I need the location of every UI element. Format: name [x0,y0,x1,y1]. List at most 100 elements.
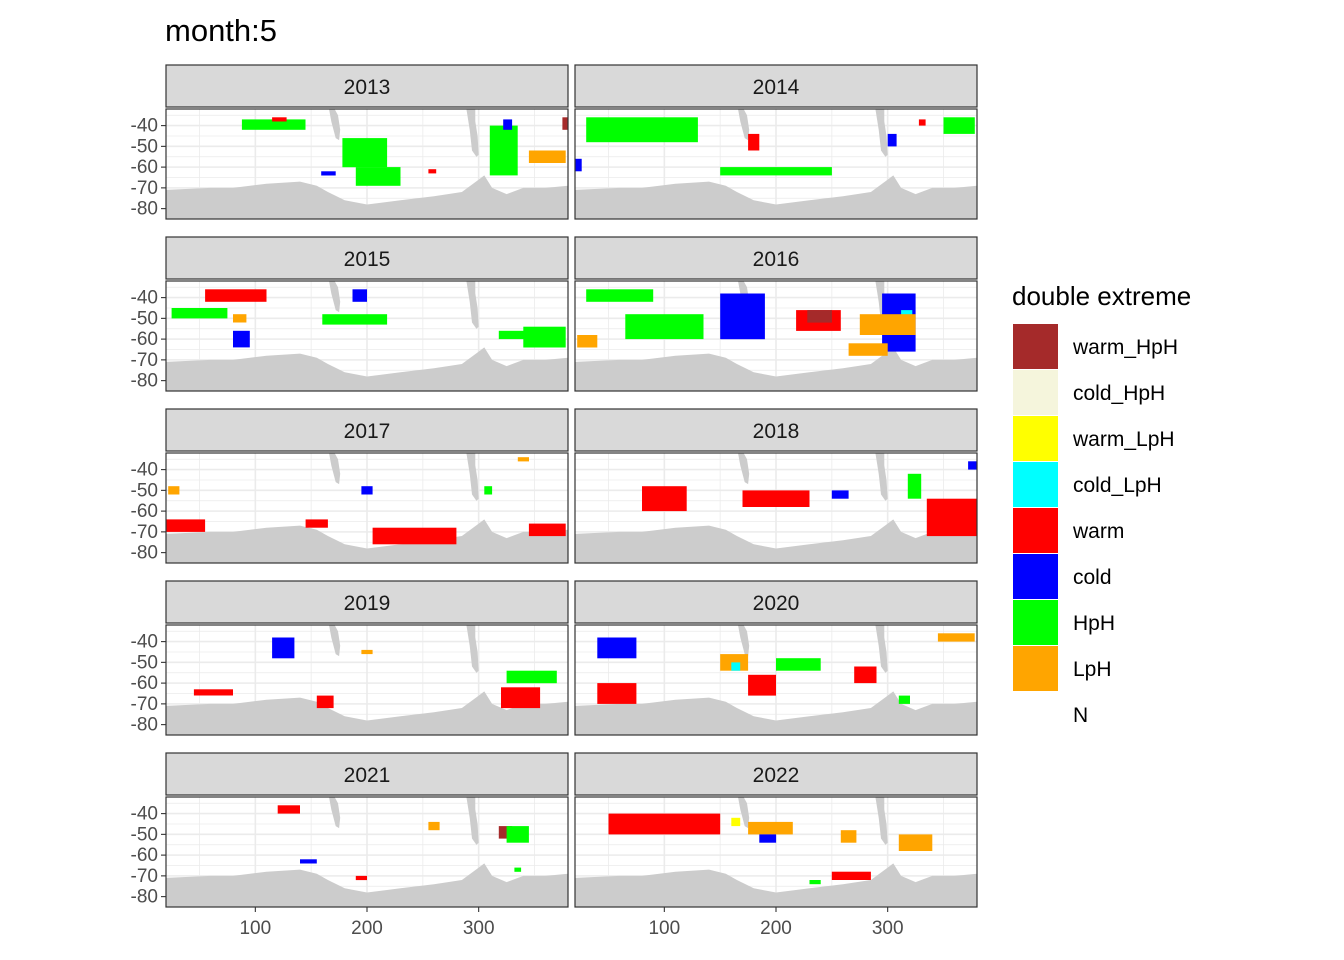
land-south-america [466,797,479,845]
cell-hph [586,289,654,302]
facet-strip [165,64,569,108]
land-antarctica [575,347,977,391]
legend-label: N [1073,704,1088,727]
y-tick-label: -60 [131,501,158,522]
cell-cold [352,289,367,302]
facet-strip-label: 2021 [344,764,391,787]
facet-panel-2013: 2013 -40-50-60-70-80 [131,64,569,220]
y-tick-label: -50 [131,136,158,157]
land-new-zealand [329,109,341,141]
land-antarctica [166,519,568,563]
y-tick-label: -40 [131,288,158,309]
facet-panel-2014: 2014 [574,64,978,220]
land-south-america [466,109,479,157]
panel-border [574,452,978,564]
facet-strip-label: 2015 [344,248,391,271]
land-new-zealand [738,453,750,485]
legend-swatch [1013,600,1058,645]
land-new-zealand [329,453,341,485]
facet-strip-label: 2016 [753,248,800,271]
extreme-cells [241,117,568,186]
facet-panel-2021: 2021 -40-50-60-70-80 [131,752,569,908]
cell-hph [586,117,698,143]
cell-hph [943,117,975,134]
cell-hph [514,867,522,872]
cell-lph [840,830,857,843]
y-tick-label: -70 [131,178,158,199]
panel-border [574,624,978,736]
legend-label: cold [1073,566,1112,589]
legend-item-warm-lph: warm_LpH [1013,416,1175,461]
facet-strip [165,236,569,280]
cell-hph [720,167,832,176]
land-south-america [466,625,479,673]
cell-hph [898,695,910,704]
cell-warm [742,490,810,507]
facet-strip-label: 2017 [344,420,391,443]
facet-strip-label: 2019 [344,592,391,615]
x-tick-label: 200 [760,918,792,939]
extreme-cells [597,633,975,704]
facet-panel-2020: 2020 [574,580,978,736]
land-antarctica [166,863,568,907]
cell-hph [809,880,821,885]
cell-lph [848,343,888,356]
legend-swatch [1013,646,1058,691]
y-axis: -40-50-60-70-80 [131,632,166,736]
land-south-america [875,453,888,501]
cell-cold [887,133,897,147]
land-antarctica [575,691,977,735]
facet-strip-label: 2013 [344,76,391,99]
cell-hph [355,167,401,186]
y-tick-label: -40 [131,116,158,137]
land-south-america [875,625,888,673]
cell-warm [597,683,637,704]
cell-lph [748,821,793,835]
facet-strip-label: 2022 [753,764,800,787]
x-tick-label: 100 [239,918,271,939]
y-tick-label: -60 [131,329,158,350]
legend-item-cold: cold [1013,554,1112,599]
cell-warm [926,498,978,537]
cell-cold [759,834,777,843]
facet-panel-2015: 2015 -40-50-60-70-80 [131,236,569,392]
facet-strip-label: 2014 [753,76,800,99]
facet-strip [165,752,569,796]
y-axis: -40-50-60-70-80 [131,804,166,908]
cell-warm [748,674,776,696]
y-tick-label: -70 [131,694,158,715]
cell-hph [498,330,529,340]
land-antarctica [575,175,977,219]
panel-border [574,108,978,220]
cell-cold [361,486,373,495]
y-axis: -40-50-60-70-80 [131,288,166,392]
extreme-cells [171,289,566,348]
cell-warm [918,119,926,126]
cell-hph [625,314,704,340]
y-tick-label: -50 [131,824,158,845]
cell-warm-hph [807,310,832,323]
facet-panel-2016: 2016 [574,236,978,392]
cell-lph [720,654,749,671]
y-tick-label: -50 [131,308,158,329]
cell-cold [300,859,317,864]
x-axis: 100 200 300 100 200 300 [239,907,904,939]
cell-warm [854,666,877,684]
cell-lph [898,834,933,851]
cell-warm [608,813,721,835]
cell-lph [517,457,529,462]
cell-hph [523,326,566,348]
cell-cold [272,637,295,659]
legend-item-cold-lph: cold_LpH [1013,462,1162,507]
cell-lph [528,150,566,163]
y-tick-label: -60 [131,845,158,866]
legend-item-n: N [1073,704,1088,727]
legend-label: LpH [1073,658,1112,681]
cell-warm [277,805,300,814]
cell-warm [355,875,367,881]
panel-border [165,280,569,392]
y-axis: -40-50-60-70-80 [131,460,166,564]
y-tick-label: -50 [131,480,158,501]
y-tick-label: -80 [131,543,158,564]
cell-warm [205,289,267,302]
